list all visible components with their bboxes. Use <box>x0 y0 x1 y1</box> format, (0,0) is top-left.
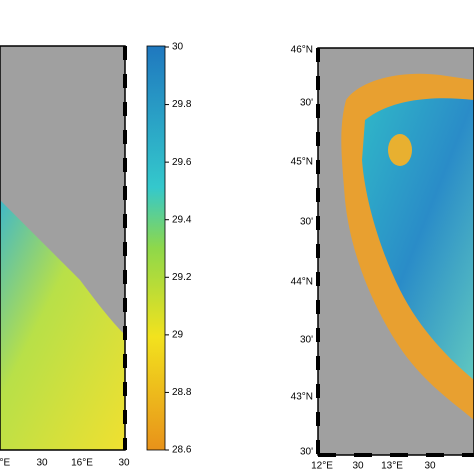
colorbar-tick-label: 28.8 <box>172 387 192 398</box>
y-tick-label: 30' <box>300 217 313 228</box>
colorbar-tick-label: 28.6 <box>172 445 192 456</box>
sea <box>0 200 125 450</box>
y-tick-label: 46°N <box>291 45 313 56</box>
x-tick-label: 30 <box>352 461 364 472</box>
y-tick-label: 30' <box>300 98 313 109</box>
y-tick-label: 44°N <box>291 277 313 288</box>
y-tick-label: 30' <box>300 335 313 346</box>
colorbar-tick-label: 29 <box>172 329 184 340</box>
y-tick-label: 30' <box>300 447 313 458</box>
x-tick-label: 13°E <box>381 461 403 472</box>
sea <box>362 98 474 381</box>
x-tick-label: 30 <box>424 461 436 472</box>
y-tick-label: 43°N <box>291 392 313 403</box>
colorbar-tick-label: 29.4 <box>172 214 192 225</box>
colorbar <box>146 45 166 451</box>
x-tick-label: 12°E <box>311 461 333 472</box>
eddy <box>388 134 412 166</box>
colorbar-tick-label: 29.8 <box>172 99 192 110</box>
colorbar-tick-label: 30 <box>172 42 184 53</box>
y-tick-label: 45°N <box>291 157 313 168</box>
colorbar-tick-label: 29.6 <box>172 157 192 168</box>
left-map <box>0 45 127 451</box>
right-map <box>316 47 474 457</box>
x-tick-label: 30 <box>118 458 130 469</box>
colorbar-tick-label: 29.2 <box>172 272 192 283</box>
x-tick-label: 30 <box>36 458 48 469</box>
x-tick-label: 16°E <box>71 458 93 469</box>
x-tick-label: 5°E <box>0 458 10 469</box>
